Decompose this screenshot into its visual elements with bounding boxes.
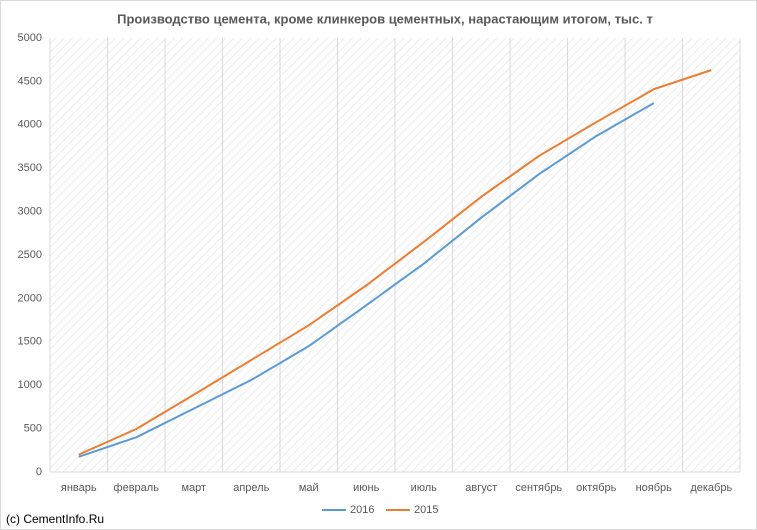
- series-line: [78, 102, 655, 458]
- x-tick-label: май: [299, 482, 319, 494]
- y-tick-label: 5000: [18, 32, 42, 44]
- chart-title: Производство цемента, кроме клинкеров це…: [117, 11, 653, 26]
- x-tick-label: февраль: [114, 482, 160, 494]
- x-tick-label: июль: [411, 482, 438, 494]
- y-tick-label: 2500: [18, 249, 42, 261]
- y-tick-label: 4000: [18, 119, 42, 131]
- x-tick-label: октябрь: [576, 482, 616, 494]
- legend-label: 2015: [414, 504, 438, 516]
- series-line: [78, 69, 712, 456]
- y-tick-label: 2000: [18, 292, 42, 304]
- y-tick-label: 1000: [18, 379, 42, 391]
- x-tick-label: июнь: [353, 482, 379, 494]
- x-tick-label: декабрь: [690, 482, 732, 494]
- x-tick-label: ноябрь: [636, 482, 673, 494]
- source: (c) CementInfo.Ru: [6, 512, 104, 526]
- y-tick-label: 4500: [18, 75, 42, 87]
- x-tick-label: январь: [61, 482, 97, 494]
- y-tick-label: 3500: [18, 162, 42, 174]
- x-tick-label: апрель: [233, 482, 269, 494]
- x-tick-label: август: [465, 482, 497, 494]
- legend-label: 2016: [350, 504, 374, 516]
- y-tick-label: 3000: [18, 206, 42, 218]
- y-tick-label: 0: [36, 466, 42, 478]
- x-tick-label: сентябрь: [515, 482, 562, 494]
- y-tick-label: 500: [24, 423, 42, 435]
- x-tick-label: март: [181, 482, 206, 494]
- y-tick-label: 1500: [18, 336, 42, 348]
